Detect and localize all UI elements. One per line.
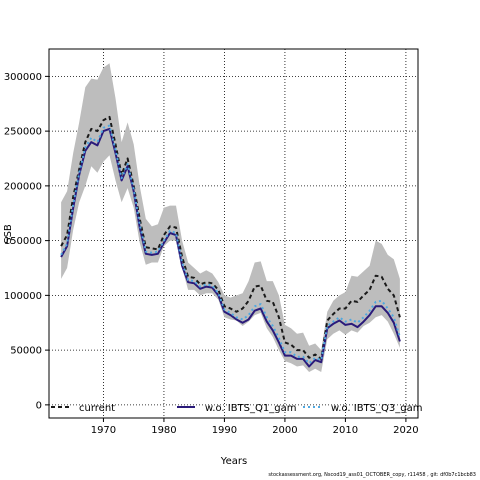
y-axis: 0 50000 100000 150000 200000 250000 300000: [4, 72, 49, 411]
y-tick-label: 150000: [4, 236, 42, 247]
x-tick-label: 2020: [393, 425, 418, 436]
y-tick-label: 100000: [4, 291, 42, 302]
legend-label: w.o. IBTS_Q1_gam: [205, 403, 296, 414]
series-line: [60, 115, 401, 360]
x-tick-label: 2010: [333, 425, 358, 436]
y-tick-label: 250000: [4, 127, 42, 138]
x-tick-label: 1980: [151, 425, 176, 436]
x-axis-title: Years: [220, 456, 247, 467]
confidence-band-area: [61, 63, 400, 372]
x-tick-label: 2000: [272, 425, 297, 436]
y-axis-title: SSB: [3, 224, 14, 244]
plot-frame: [48, 48, 419, 419]
legend-label: w.o. IBTS_Q3_gam: [331, 403, 422, 414]
series-line: [60, 124, 401, 365]
series-lines: [60, 115, 401, 368]
series-line: [60, 127, 401, 368]
x-tick-label: 1970: [91, 425, 116, 436]
legend: current w.o. IBTS_Q1_gam w.o. IBTS_Q3_gam: [51, 403, 422, 414]
x-tick-label: 1990: [212, 425, 237, 436]
y-tick-label: 50000: [10, 346, 42, 357]
y-tick-label: 0: [36, 400, 42, 411]
legend-label: current: [79, 403, 115, 414]
confidence-band: [61, 63, 400, 372]
footer-credit: stockassessment.org, Nscod19_ass01_OCTOB…: [268, 472, 476, 478]
y-tick-label: 300000: [4, 72, 42, 83]
x-axis: 1970 1980 1990 2000 2010 2020: [91, 418, 419, 436]
y-tick-label: 200000: [4, 181, 42, 192]
